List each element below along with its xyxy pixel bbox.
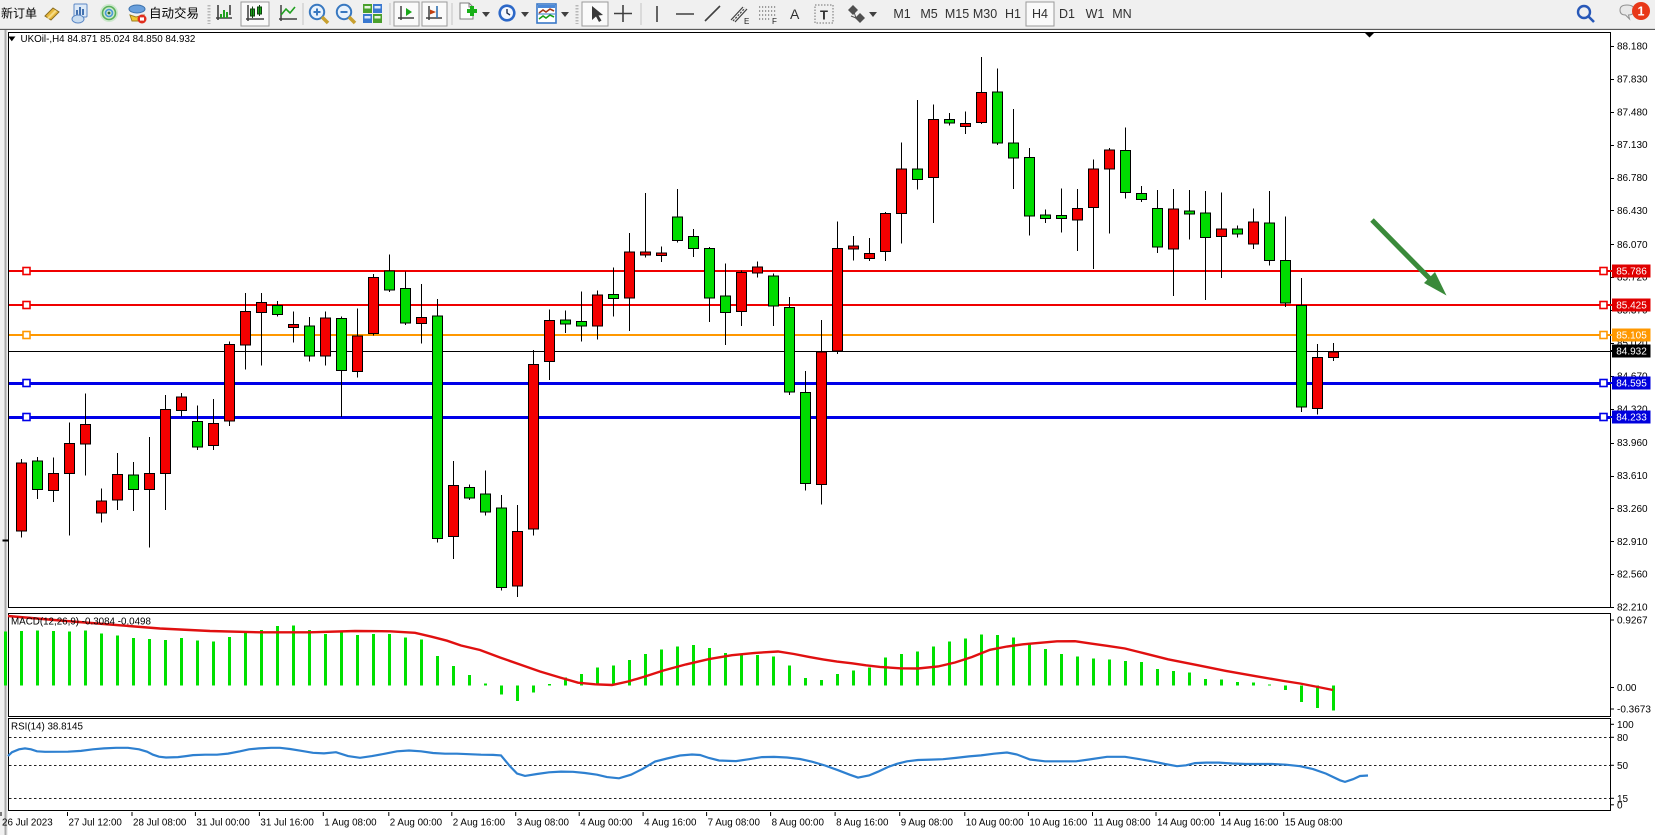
svg-text:85.425: 85.425 — [1616, 301, 1647, 312]
svg-text:M1: M1 — [893, 7, 910, 21]
svg-text:11 Aug 08:00: 11 Aug 08:00 — [1094, 818, 1152, 829]
svg-text:8 Aug 16:00: 8 Aug 16:00 — [836, 818, 889, 829]
svg-text:14 Aug 16:00: 14 Aug 16:00 — [1221, 818, 1279, 829]
svg-text:0.00: 0.00 — [1617, 683, 1637, 694]
svg-text:自动交易: 自动交易 — [149, 6, 199, 21]
svg-text:M15: M15 — [945, 7, 969, 21]
svg-text:H1: H1 — [1005, 7, 1021, 21]
svg-text:100: 100 — [1617, 720, 1634, 731]
svg-text:85.105: 85.105 — [1616, 331, 1647, 342]
svg-text:UKOil-,H4 84.871 85.024 84.85: UKOil-,H4 84.871 85.024 84.850 84.932 — [21, 34, 196, 45]
svg-text:87.830: 87.830 — [1617, 74, 1648, 85]
svg-text:W1: W1 — [1086, 7, 1105, 21]
svg-text:87.480: 87.480 — [1617, 107, 1648, 118]
svg-text:83.960: 83.960 — [1617, 438, 1648, 449]
svg-text:15: 15 — [1617, 794, 1629, 805]
svg-text:15 Aug 08:00: 15 Aug 08:00 — [1285, 818, 1343, 829]
svg-text:88.180: 88.180 — [1617, 42, 1648, 53]
svg-text:2 Aug 00:00: 2 Aug 00:00 — [390, 818, 443, 829]
svg-text:87.130: 87.130 — [1617, 140, 1648, 151]
svg-text:26 Jul 2023: 26 Jul 2023 — [2, 818, 53, 829]
svg-text:E: E — [744, 17, 749, 26]
svg-text:1: 1 — [1638, 5, 1645, 19]
svg-text:14 Aug 00:00: 14 Aug 00:00 — [1157, 818, 1215, 829]
svg-text:84.932: 84.932 — [1616, 347, 1647, 358]
svg-text:A: A — [790, 6, 800, 22]
svg-text:4 Aug 00:00: 4 Aug 00:00 — [580, 818, 633, 829]
svg-text:M5: M5 — [920, 7, 937, 21]
svg-text:80: 80 — [1617, 733, 1629, 744]
svg-text:85.786: 85.786 — [1616, 267, 1647, 278]
svg-text:9 Aug 08:00: 9 Aug 08:00 — [901, 818, 954, 829]
svg-text:H4: H4 — [1032, 7, 1048, 21]
svg-text:85.020: 85.020 — [1617, 339, 1648, 350]
svg-text:84.595: 84.595 — [1616, 379, 1647, 390]
svg-text:86.070: 86.070 — [1617, 240, 1648, 251]
svg-text:1 Aug 08:00: 1 Aug 08:00 — [324, 818, 377, 829]
svg-text:RSI(14) 38.8145: RSI(14) 38.8145 — [11, 722, 83, 733]
svg-text:4 Aug 16:00: 4 Aug 16:00 — [644, 818, 697, 829]
svg-text:10 Aug 16:00: 10 Aug 16:00 — [1029, 818, 1087, 829]
svg-text:2 Aug 16:00: 2 Aug 16:00 — [453, 818, 506, 829]
svg-text:10 Aug 00:00: 10 Aug 00:00 — [966, 818, 1024, 829]
svg-text:82.210: 82.210 — [1617, 603, 1648, 614]
svg-text:31 Jul 16:00: 31 Jul 16:00 — [260, 818, 314, 829]
svg-text:27 Jul 12:00: 27 Jul 12:00 — [69, 818, 123, 829]
svg-text:-0.3673: -0.3673 — [1617, 705, 1651, 716]
svg-text:新订单: 新订单 — [1, 6, 37, 21]
svg-text:T: T — [820, 8, 828, 23]
svg-text:7 Aug 08:00: 7 Aug 08:00 — [708, 818, 761, 829]
svg-text:3 Aug 08:00: 3 Aug 08:00 — [517, 818, 570, 829]
svg-text:MN: MN — [1112, 7, 1131, 21]
svg-text:85.720: 85.720 — [1617, 273, 1648, 284]
svg-text:86.780: 86.780 — [1617, 173, 1648, 184]
svg-text:31 Jul 00:00: 31 Jul 00:00 — [196, 818, 250, 829]
svg-text:82.910: 82.910 — [1617, 537, 1648, 548]
svg-text:83.610: 83.610 — [1617, 471, 1648, 482]
svg-text:0.9267: 0.9267 — [1617, 616, 1648, 627]
svg-text:82.560: 82.560 — [1617, 570, 1648, 581]
svg-text:8 Aug 00:00: 8 Aug 00:00 — [772, 818, 825, 829]
svg-text:28 Jul 08:00: 28 Jul 08:00 — [133, 818, 187, 829]
svg-text:F: F — [772, 17, 777, 26]
svg-text:D1: D1 — [1059, 7, 1075, 21]
svg-text:86.430: 86.430 — [1617, 206, 1648, 217]
svg-text:0: 0 — [1617, 800, 1623, 811]
svg-text:84.233: 84.233 — [1616, 413, 1647, 424]
svg-text:83.260: 83.260 — [1617, 504, 1648, 515]
svg-text:M30: M30 — [973, 7, 997, 21]
svg-text:MACD(12,26,9) -0.3084 -0.0498: MACD(12,26,9) -0.3084 -0.0498 — [11, 617, 152, 628]
svg-text:50: 50 — [1617, 761, 1629, 772]
svg-text:84.320: 84.320 — [1617, 404, 1648, 415]
